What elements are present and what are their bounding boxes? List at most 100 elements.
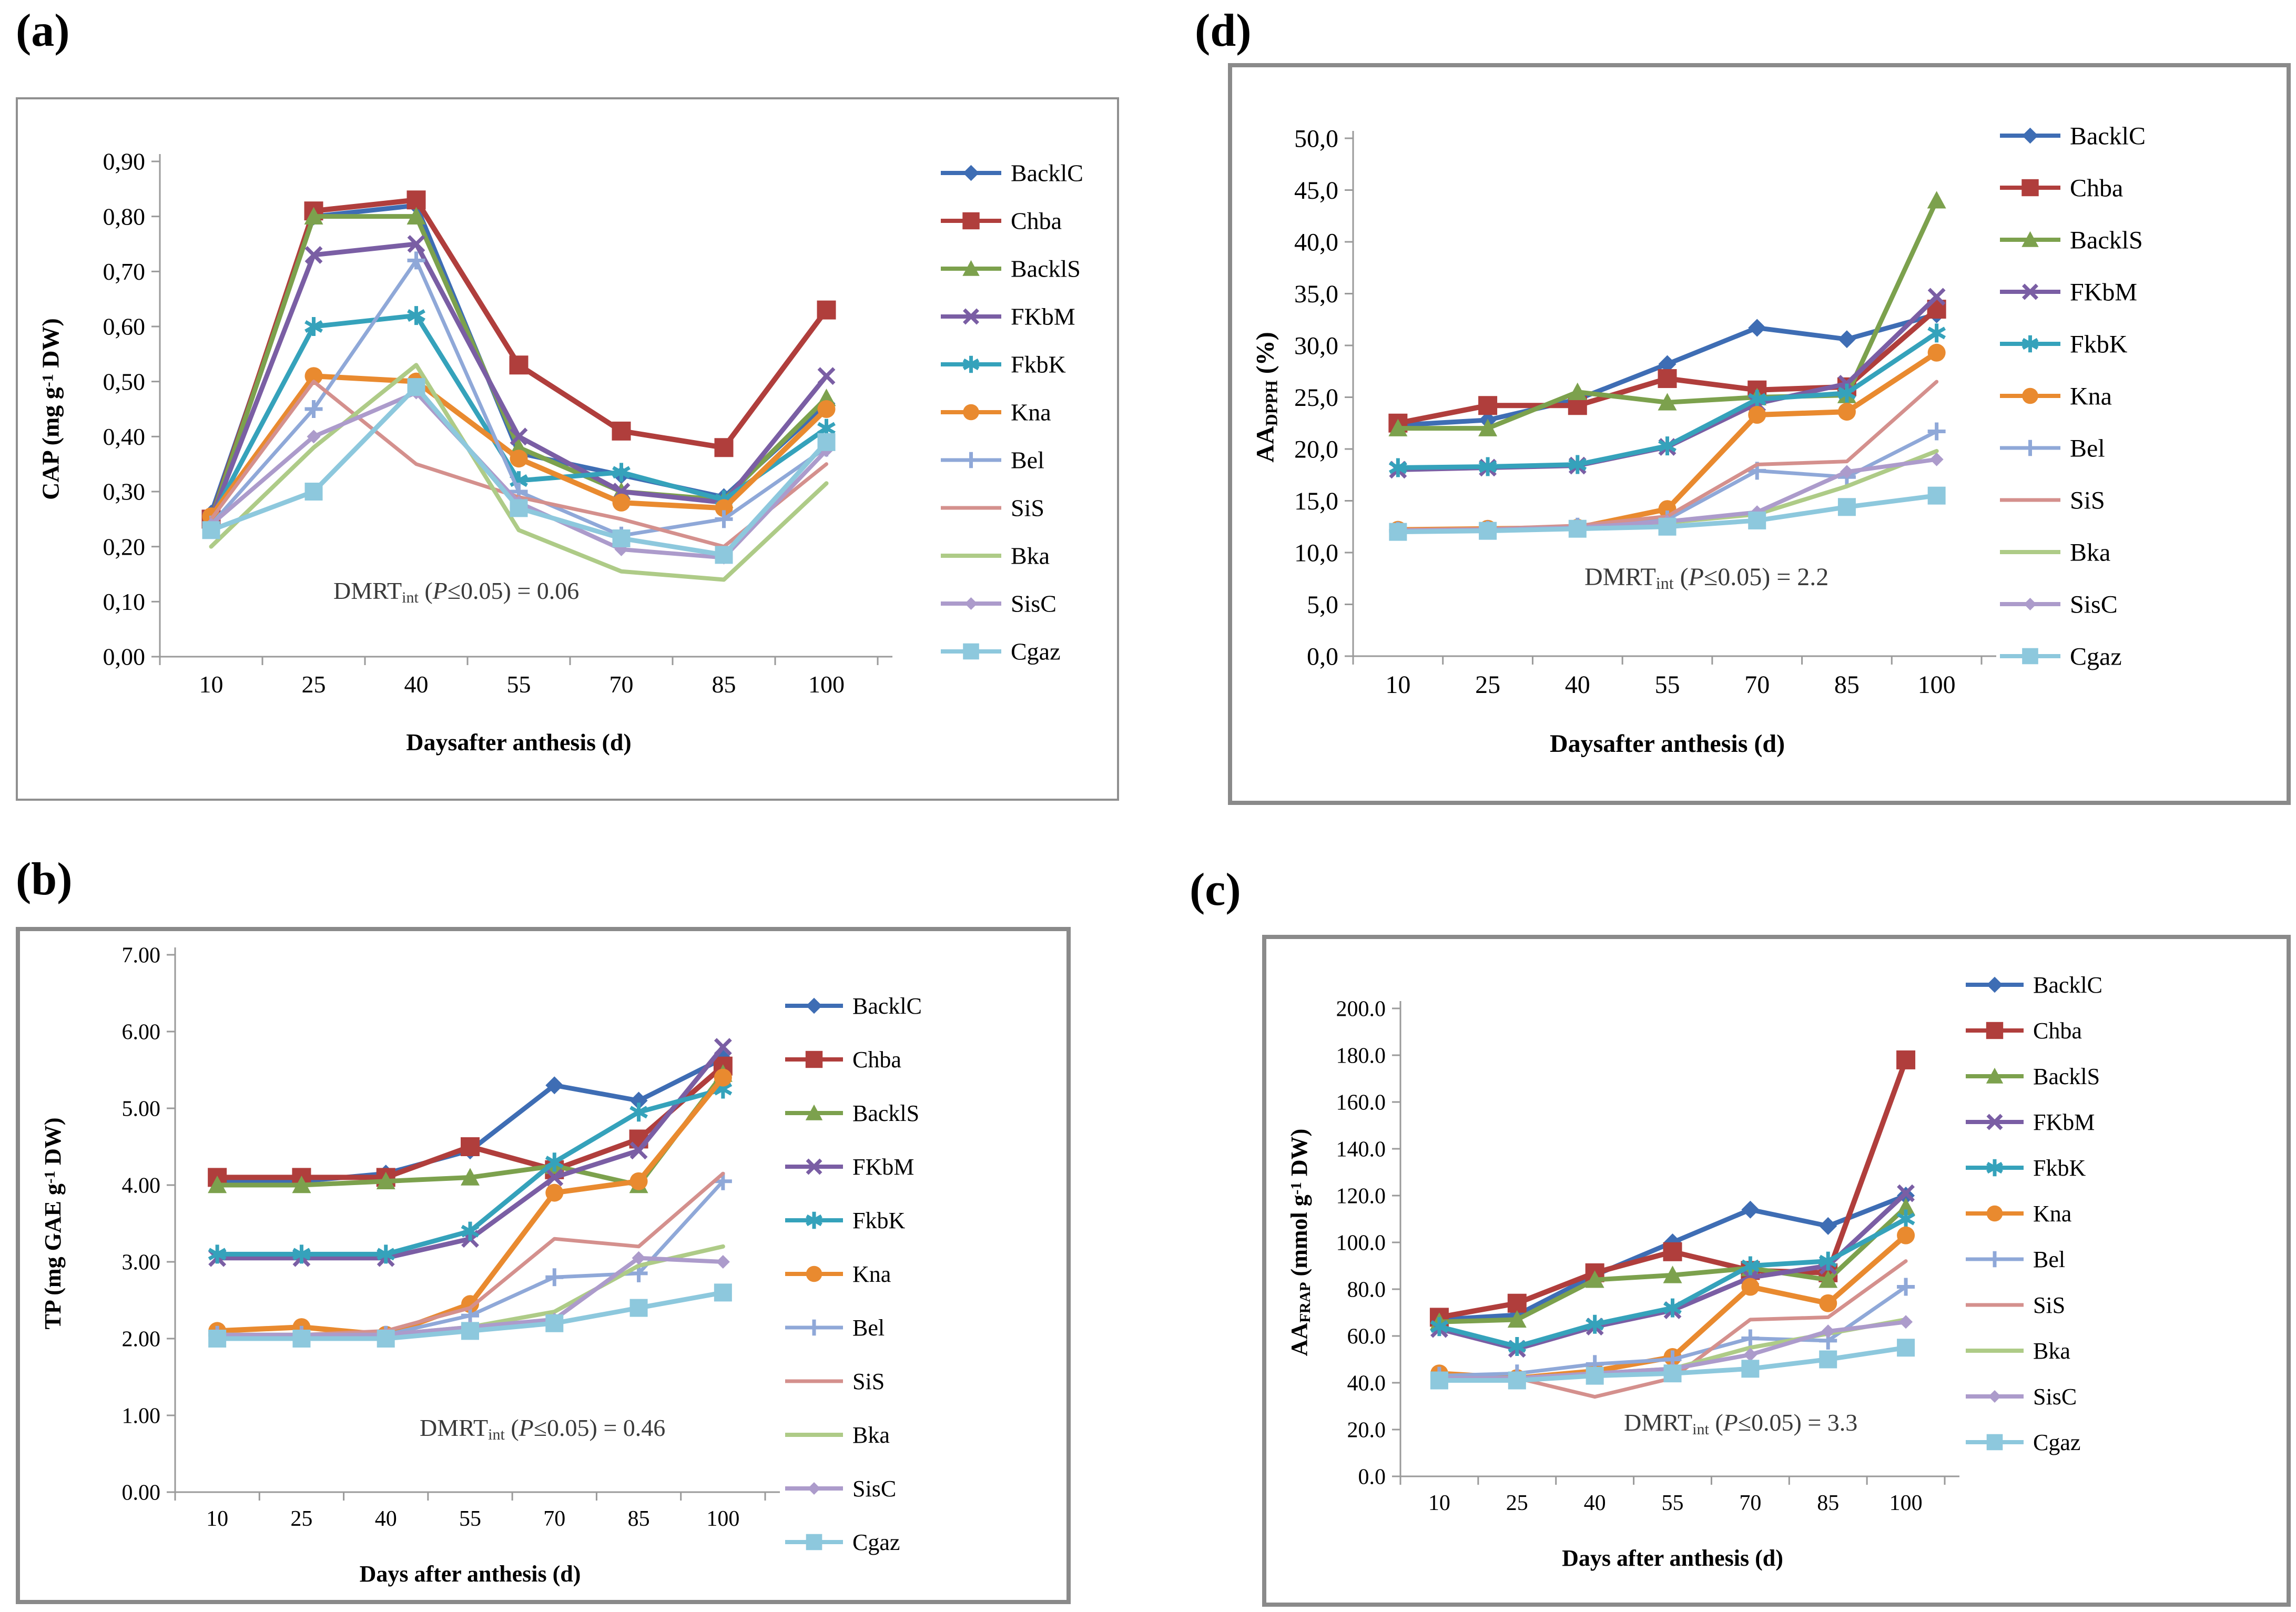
y-tick-label: 2.00 <box>122 1327 161 1351</box>
legend-marker-Chba-icon <box>805 1050 823 1068</box>
y-tick-label: 5,0 <box>1307 591 1338 619</box>
axes: 0,0 5,0 10,0 15,0 20,0 25,0 30,0 35,0 40,0 45,0 50… <box>1294 125 1996 699</box>
legend-marker-SisC-icon <box>1988 1390 2001 1403</box>
x-tick-label: 55 <box>507 671 531 698</box>
legend-label-FKbM: FKbM <box>852 1154 914 1180</box>
legend-item-Kna: Kna <box>941 399 1051 426</box>
legend-label-BacklS: BacklS <box>2033 1064 2100 1089</box>
y-tick-label: 0.0 <box>1358 1465 1386 1489</box>
y-tick-label: 0,40 <box>103 423 146 450</box>
legend-label-FkbK: FkbK <box>1011 351 1066 378</box>
panel-d-label: (d) <box>1195 5 1252 56</box>
x-axis-title: Daysafter anthesis (d) <box>406 729 631 756</box>
y-tick-label: 180.0 <box>1336 1044 1386 1068</box>
legend-marker-FkbK-icon <box>962 355 980 373</box>
legend-item-SiS: SiS <box>785 1369 885 1394</box>
x-tick-label: 40 <box>1584 1491 1606 1515</box>
y-tick-label: 200.0 <box>1336 997 1386 1021</box>
legend-item-Chba: Chba <box>941 208 1062 234</box>
legend-item-Cgaz: Cgaz <box>1966 1430 2080 1455</box>
legend-marker-Kna-icon <box>1986 1205 2003 1222</box>
x-tick-label: 10 <box>206 1507 228 1531</box>
legend-label-SiS: SiS <box>2070 486 2105 514</box>
x-tick-label: 40 <box>1565 671 1590 699</box>
legend: BacklC Chba BacklS FKbM FkbK Kna Bel SiS Bka SisC… <box>941 160 1083 665</box>
y-tick-label: 0,70 <box>103 258 146 285</box>
y-tick-label: 0,80 <box>103 203 146 230</box>
legend-label-Kna: Kna <box>1011 399 1051 426</box>
legend-label-FKbM: FKbM <box>1011 303 1075 330</box>
legend-label-BacklC: BacklC <box>2070 122 2146 150</box>
legend-item-BacklS: BacklS <box>2000 226 2143 254</box>
legend-item-Bel: Bel <box>785 1315 885 1341</box>
legend-marker-Kna-icon <box>806 1266 822 1282</box>
chart-b: 0.00 1.00 2.00 3.00 4.00 5.00 6.00 7.00 10 25 40 55… <box>16 927 1071 1604</box>
dmrt-annotation: DMRTint (P≤0.05) = 0.46 <box>420 1414 665 1443</box>
x-tick-label: 10 <box>1428 1491 1450 1515</box>
x-tick-label: 40 <box>404 671 429 698</box>
legend-item-SiS: SiS <box>941 495 1044 522</box>
x-tick-label: 10 <box>1385 671 1410 699</box>
legend-marker-FKbM-icon <box>963 308 979 325</box>
legend-marker-BacklS-icon <box>962 260 980 276</box>
legend-marker-FkbK-icon <box>2021 335 2039 353</box>
legend-label-Bka: Bka <box>852 1422 890 1448</box>
legend-marker-Cgaz-icon <box>1986 1434 2003 1451</box>
legend-label-FkbK: FkbK <box>852 1208 905 1233</box>
y-axis-title: AADPPH (%) <box>1251 332 1281 462</box>
y-tick-label: 3.00 <box>122 1250 161 1274</box>
legend-item-Bka: Bka <box>941 543 1050 569</box>
y-tick-label: 0,30 <box>103 478 146 505</box>
y-tick-label: 40,0 <box>1294 228 1338 256</box>
legend-label-BacklS: BacklS <box>852 1100 919 1126</box>
y-tick-label: 1.00 <box>122 1404 161 1428</box>
legend-marker-BacklS-icon <box>2021 231 2039 247</box>
y-tick-label: 0,90 <box>103 148 146 175</box>
x-tick-label: 25 <box>1506 1491 1528 1515</box>
legend-item-SisC: SisC <box>785 1476 896 1502</box>
y-tick-label: 5.00 <box>122 1097 161 1121</box>
legend-label-SiS: SiS <box>1011 495 1044 522</box>
y-tick-label: 100.0 <box>1336 1231 1386 1255</box>
legend-label-SiS: SiS <box>2033 1292 2065 1318</box>
legend-label-Bel: Bel <box>2033 1247 2065 1272</box>
legend-label-BacklC: BacklC <box>2033 972 2102 998</box>
legend-marker-Bel-icon <box>2022 440 2038 456</box>
x-tick-label: 70 <box>609 671 634 698</box>
y-tick-label: 40.0 <box>1347 1371 1386 1395</box>
legend-item-Bka: Bka <box>1966 1338 2070 1364</box>
chart-c: 0.0 20.0 40.0 60.0 80.0 100.0 120.0 140.0 160.0 1… <box>1262 935 2291 1607</box>
series-Cgaz <box>208 1283 732 1348</box>
y-tick-label: 15,0 <box>1294 487 1338 515</box>
x-axis-title: Daysafter anthesis (d) <box>1550 730 1785 758</box>
legend-label-Chba: Chba <box>1011 208 1062 234</box>
x-tick-label: 25 <box>302 671 326 698</box>
x-tick-label: 100 <box>1889 1491 1923 1515</box>
y-tick-label: 160.0 <box>1336 1090 1386 1115</box>
y-tick-label: 10,0 <box>1294 539 1338 567</box>
y-tick-label: 30,0 <box>1294 332 1338 360</box>
x-tick-label: 100 <box>1918 671 1956 699</box>
legend-label-Bka: Bka <box>2033 1338 2070 1364</box>
legend-item-BacklS: BacklS <box>1966 1064 2100 1089</box>
legend-label-BacklC: BacklC <box>1011 160 1083 187</box>
legend-label-Kna: Kna <box>852 1261 891 1287</box>
legend-item-FkbK: FkbK <box>2000 330 2128 358</box>
y-tick-label: 20.0 <box>1347 1418 1386 1442</box>
legend-item-SiS: SiS <box>2000 486 2105 514</box>
y-tick-label: 0.00 <box>122 1481 161 1505</box>
legend-marker-BacklC-icon <box>806 997 822 1014</box>
legend-item-Kna: Kna <box>785 1261 891 1287</box>
y-tick-label: 140.0 <box>1336 1137 1386 1161</box>
legend-marker-FKbM-icon <box>1986 1114 2003 1130</box>
legend-marker-SisC-icon <box>964 597 978 610</box>
series-FkbK <box>1430 1209 1915 1356</box>
legend-label-Cgaz: Cgaz <box>2033 1430 2080 1455</box>
series-Cgaz <box>1389 486 1946 541</box>
y-tick-label: 0,10 <box>103 588 146 615</box>
legend-item-SisC: SisC <box>2000 590 2118 618</box>
legend-item-Bka: Bka <box>785 1422 890 1448</box>
legend-item-FkbK: FkbK <box>1966 1155 2086 1181</box>
legend-marker-BacklC-icon <box>2022 127 2038 144</box>
x-tick-label: 55 <box>1655 671 1680 699</box>
